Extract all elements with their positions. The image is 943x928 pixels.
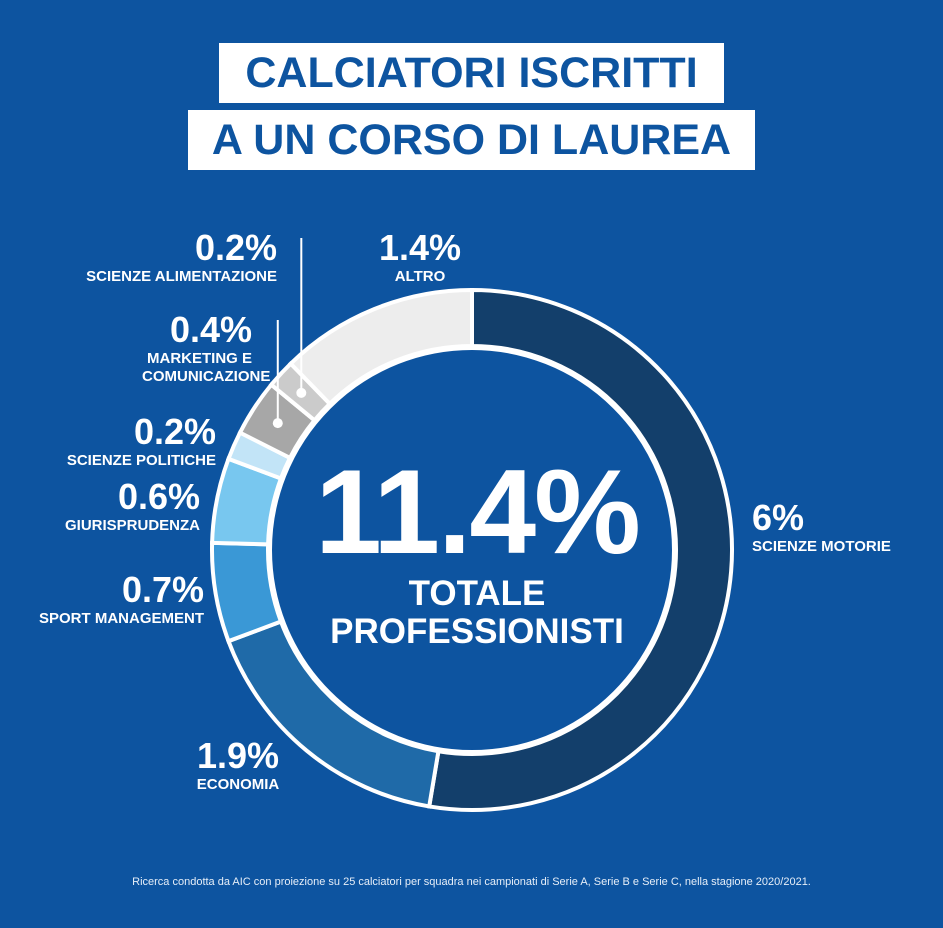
slice-value: 1.4% — [378, 227, 462, 268]
slice-label-marketing-comunicazione: 0.4% MARKETING E COMUNICAZIONE — [20, 309, 271, 386]
slice-value: 6% — [752, 497, 805, 538]
total-percentage: 11.4% — [315, 445, 641, 579]
slice-value: 0.2% — [194, 227, 277, 268]
total-caption-line-1: TOTALE — [408, 574, 546, 613]
slice-category: SCIENZE POLITICHE — [66, 452, 216, 469]
slice-value: 1.9% — [196, 735, 280, 776]
slice-label-altro: 1.4% ALTRO — [320, 228, 520, 286]
slice-category: GIURISPRUDENZA — [64, 517, 200, 534]
slice-category: MARKETING E COMUNICAZIONE — [142, 350, 271, 385]
slice-category: SCIENZE ALIMENTAZIONE — [86, 268, 277, 285]
chart-title-line-2: A UN CORSO DI LAUREA — [188, 110, 755, 170]
slice-value: 0.2% — [133, 411, 216, 452]
slice-label-economia: 1.9% ECONOMIA — [168, 736, 308, 794]
donut-center-total: 11.4% TOTALE PROFESSIONISTI — [272, 448, 682, 652]
footnote: Ricerca condotta da AIC con proiezione s… — [132, 876, 811, 888]
marketing-comunicazione-leader-dot — [272, 418, 283, 429]
slice-label-scienze-alimentazione: 0.2% SCIENZE ALIMENTAZIONE — [40, 228, 277, 286]
slice-category: ECONOMIA — [196, 776, 280, 793]
slice-label-scienze-politiche: 0.2% SCIENZE POLITICHE — [10, 412, 216, 470]
slice-category: SCIENZE MOTORIE — [752, 538, 891, 555]
scienze-alimentazione-leader-dot — [296, 387, 307, 398]
slice-label-scienze-motorie: 6% SCIENZE MOTORIE — [752, 498, 932, 556]
slice-label-giurisprudenza: 0.6% GIURISPRUDENZA — [10, 477, 200, 535]
total-caption-line-2: PROFESSIONISTI — [330, 612, 624, 651]
slice-label-sport-management: 0.7% SPORT MANAGEMENT — [10, 570, 204, 628]
slice-value: 0.4% — [169, 309, 252, 350]
slice-category: ALTRO — [394, 268, 446, 285]
slice-category: SPORT MANAGEMENT — [39, 610, 204, 627]
chart-title-line-1: CALCIATORI ISCRITTI — [219, 43, 724, 103]
donut-inner-circle — [268, 346, 676, 754]
slice-value: 0.6% — [117, 476, 200, 517]
slice-value: 0.7% — [121, 569, 204, 610]
